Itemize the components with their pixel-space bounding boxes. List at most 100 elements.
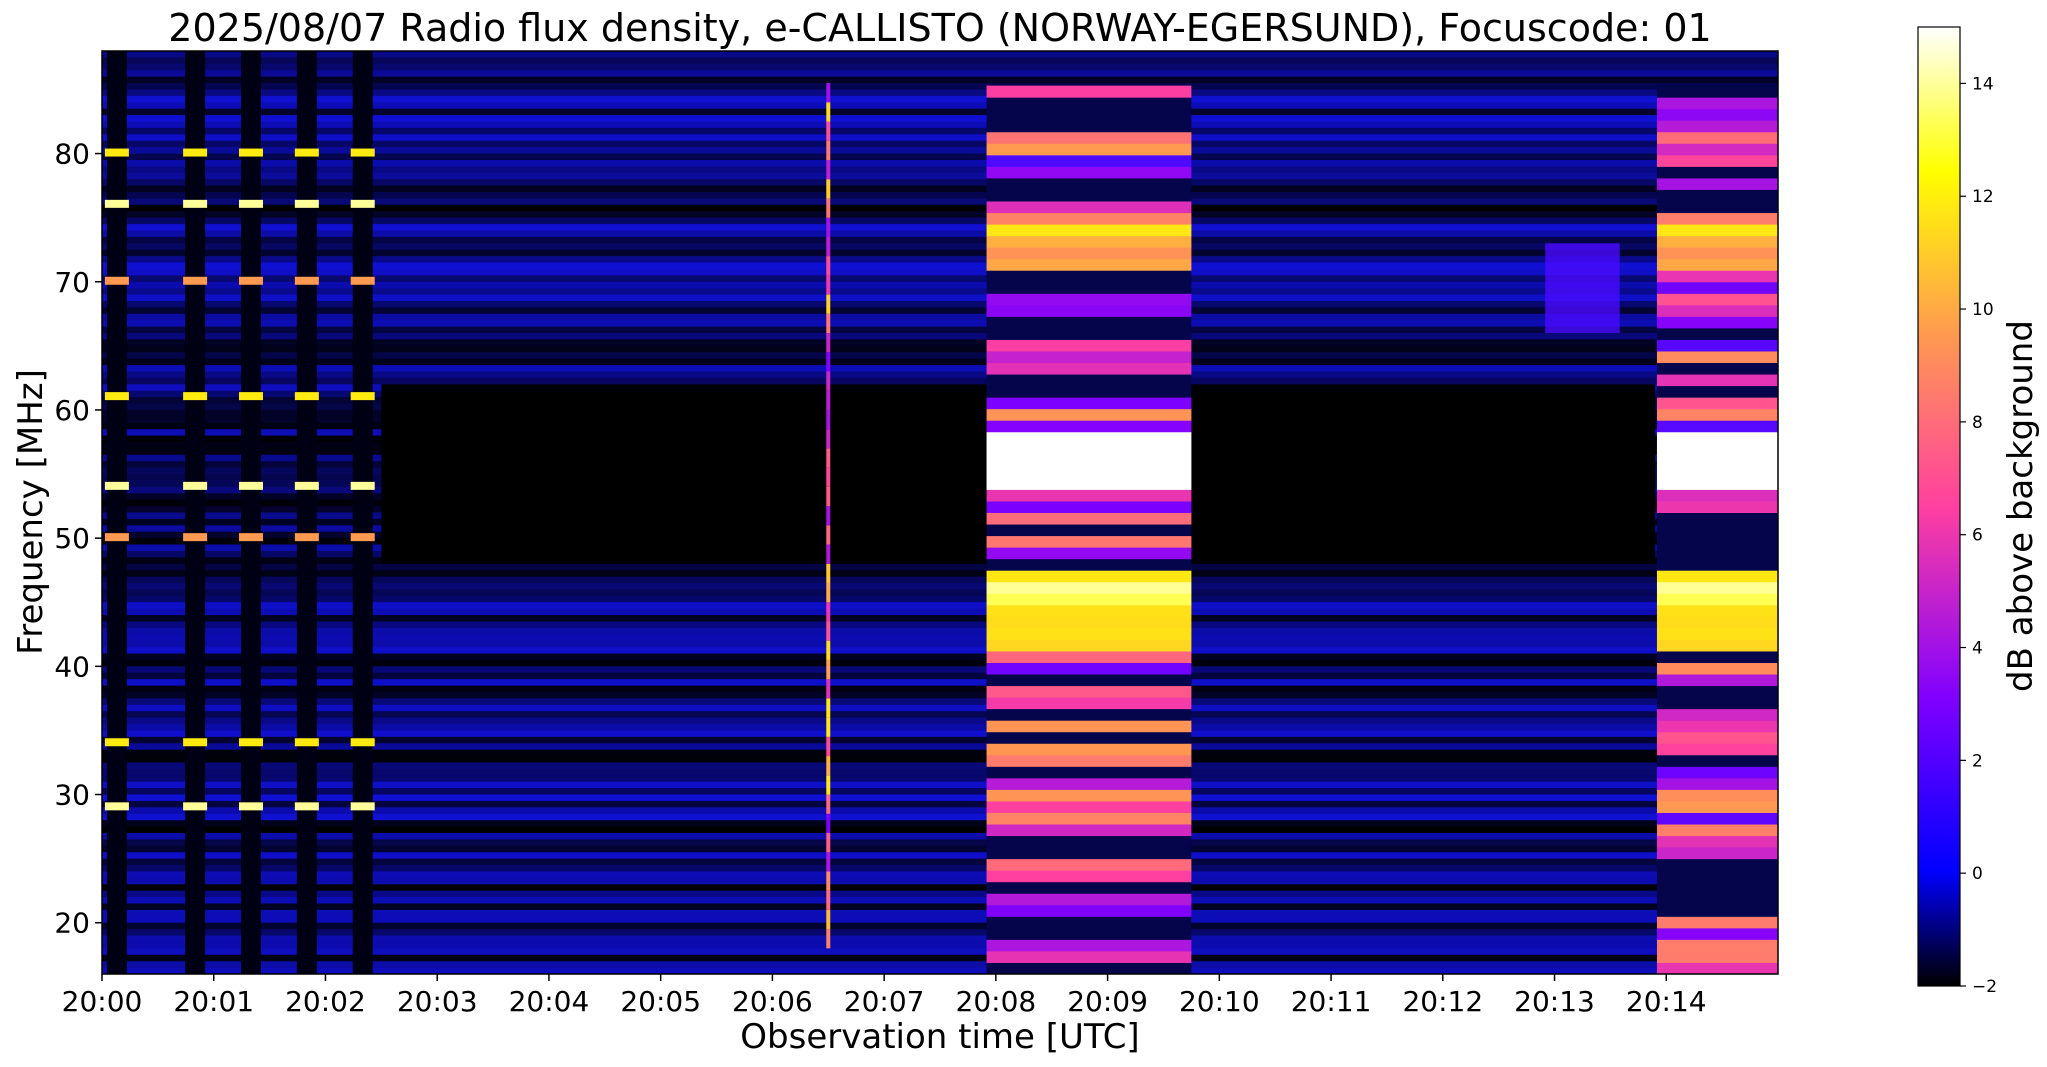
broadband-band [986,258,1192,271]
spectrogram-row [102,115,1778,123]
broadband-band [1656,904,1778,917]
broadband-band [1656,154,1778,167]
calibration-pulse [106,51,127,974]
broadband-band [1656,374,1778,387]
vertical-burst-segment [826,640,831,660]
vertical-burst-segment [826,83,831,103]
calibration-line [104,148,129,157]
broadband-band [986,235,1192,248]
broadband-band [986,962,1192,974]
broadband-band [986,327,1192,340]
vertical-burst-segment [826,486,831,507]
broadband-band [986,812,1192,825]
calibration-line [104,533,129,542]
calibration-line [350,533,375,542]
broadband-band [986,927,1192,940]
vertical-burst-segment [826,352,831,372]
vertical-burst-segment [826,679,831,699]
broadband-band [1656,120,1778,133]
spectrogram-row [102,140,1778,148]
calibration-line [294,199,319,208]
spectrogram-row [102,570,1778,578]
chart-title: 2025/08/07 Radio flux density, e-CALLIST… [168,6,1711,50]
broadband-band [986,662,1192,675]
broadband-band [1656,766,1778,779]
calibration-line [294,533,319,542]
spectrogram-row [102,262,1778,270]
spectrogram-row [102,102,1778,110]
broadband-band [986,697,1192,710]
broadband-band [986,593,1192,606]
broadband-band [986,777,1192,790]
spectrogram-row [102,890,1778,898]
broadband-band [986,650,1192,663]
spectrogram-row [102,320,1778,328]
colorbar: −2 0 2 4 6 8 10 12 14 dB above background [1917,26,2041,997]
broadband-band [986,454,1192,467]
calibration-line [183,533,208,542]
spectrogram-row [102,756,1778,764]
spectrogram-row [102,820,1778,828]
spectrogram-row [102,95,1778,103]
spectrogram-row [102,313,1778,321]
colorbar-gradient [1917,26,1961,987]
broadband-band [986,731,1192,744]
calibration-line [238,276,263,285]
spectrogram-row [102,204,1778,212]
calibration-line [183,802,208,811]
x-tick-label: 20:13 [1514,985,1595,1018]
broadband-band [986,108,1192,121]
calibration-line [183,199,208,208]
vertical-burst-segment [826,371,831,391]
spectrogram-row [102,83,1778,90]
calibration-line [294,392,319,401]
spectrogram-row [102,294,1778,302]
spectrogram-row [102,211,1778,219]
broadband-band [986,824,1192,837]
broadband-band [986,743,1192,756]
broadband-band [986,524,1192,537]
broadband-band [1656,743,1778,756]
spectrogram-row [102,685,1778,693]
vertical-burst-segment [826,602,831,622]
broadband-band [986,535,1192,548]
broadband-band [1656,881,1778,894]
broadband-band [986,581,1192,594]
broadband-band [1656,927,1778,940]
x-tick-label: 20:09 [1067,985,1148,1018]
spectrogram-row [102,730,1778,738]
vertical-burst-segment [826,121,831,141]
spectrogram-row [102,615,1778,623]
broadband-band [1656,604,1778,617]
broadband-band [986,374,1192,387]
broadband-band [986,339,1192,352]
vertical-burst-segment [826,159,831,180]
spectrogram-row [102,108,1778,116]
calibration-line [350,276,375,285]
broadband-band [986,604,1192,617]
broadband-band [986,85,1192,98]
calibration-line [238,802,263,811]
broadband-band [986,858,1192,871]
spectrogram-row [102,909,1778,917]
broadband-band [986,189,1192,202]
broadband-band [986,870,1192,883]
broadband-band [1656,500,1778,513]
broadband-band [986,270,1192,283]
spectrogram-row [102,858,1778,866]
spectrogram-row [102,281,1778,289]
calibration-line [104,276,129,285]
spectrogram-row [102,954,1778,962]
broadband-band [1656,824,1778,837]
broadband-band [1656,131,1778,144]
spectrogram-row [102,749,1778,757]
spectrogram-row [102,916,1778,924]
broadband-band [986,350,1192,364]
spectrogram-row [102,935,1778,943]
spectrogram-row [102,76,1778,84]
broadband-band [1656,754,1778,767]
broadband-band [1656,731,1778,744]
calibration-line [294,738,319,747]
broadband-band [1656,650,1778,663]
